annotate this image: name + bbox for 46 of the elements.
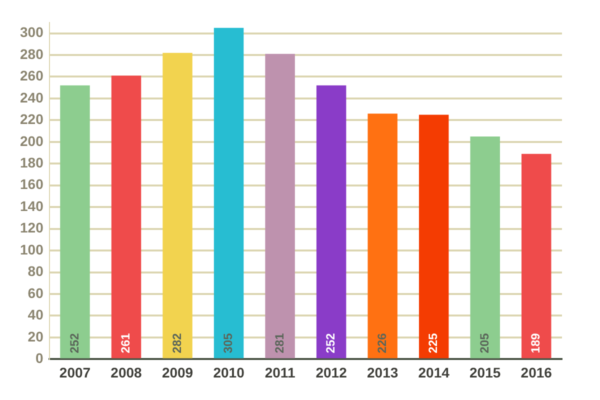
y-tick-label: 200 — [20, 132, 44, 149]
data-label: 261 — [118, 332, 133, 354]
y-tick-label: 280 — [20, 46, 44, 62]
x-tick-label: 2009 — [162, 364, 194, 380]
x-tick-label: 2007 — [59, 364, 91, 380]
data-label: 189 — [528, 332, 543, 354]
bar — [522, 154, 552, 358]
y-tick-label: 140 — [20, 198, 44, 214]
y-tick-label: 300 — [20, 24, 44, 40]
x-tick-label: 2012 — [316, 364, 348, 380]
y-tick-label: 220 — [20, 111, 44, 128]
y-tick-label: 260 — [20, 68, 44, 84]
bar — [418, 114, 449, 358]
bar — [162, 52, 192, 358]
data-label: 252 — [324, 332, 338, 354]
y-tick-label: 240 — [20, 89, 44, 106]
x-tick-label: 2016 — [520, 364, 552, 380]
y-tick-label: 180 — [20, 154, 44, 170]
bar — [214, 28, 244, 358]
data-label: 205 — [477, 332, 492, 354]
data-label: 226 — [374, 332, 389, 354]
bar — [111, 76, 142, 358]
data-label: 225 — [426, 332, 440, 354]
data-label: 305 — [221, 332, 236, 354]
y-tick-label: 40 — [28, 306, 44, 323]
bar — [60, 85, 90, 358]
y-tick-label: 20 — [28, 328, 44, 344]
data-label: 281 — [272, 332, 286, 354]
x-tick-label: 2014 — [418, 364, 450, 380]
y-tick-label: 80 — [28, 263, 44, 280]
x-tick-label: 2015 — [470, 364, 501, 380]
data-label: 252 — [67, 332, 82, 354]
x-tick-label: 2013 — [366, 364, 398, 380]
bar — [470, 136, 500, 358]
y-tick-label: 120 — [20, 220, 44, 236]
y-tick-label: 0 — [36, 350, 44, 366]
bar — [316, 85, 346, 358]
data-label: 282 — [170, 332, 184, 354]
y-tick-label: 60 — [28, 284, 44, 301]
bar — [265, 54, 295, 358]
y-tick-label: 100 — [20, 241, 44, 258]
y-tick-label: 160 — [20, 176, 44, 192]
x-tick-label: 2008 — [110, 364, 142, 380]
bar — [368, 114, 398, 358]
x-tick-label: 2010 — [213, 364, 245, 380]
x-tick-label: 2011 — [264, 364, 296, 380]
